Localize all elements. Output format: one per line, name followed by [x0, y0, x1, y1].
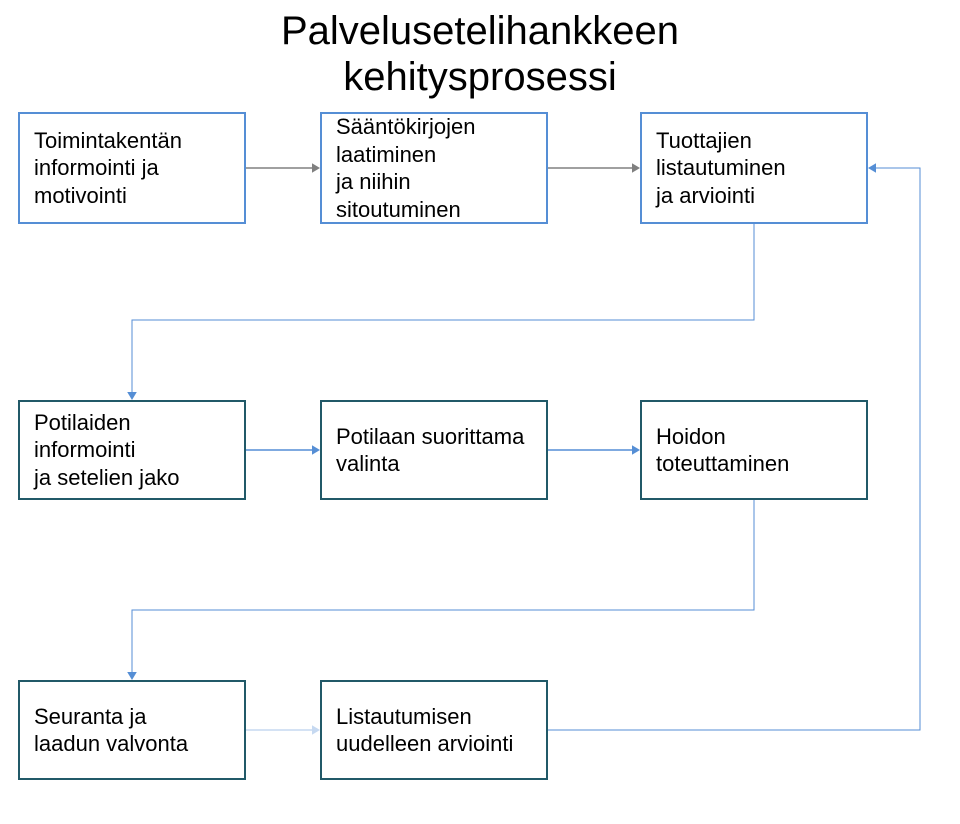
diagram-title: Palvelusetelihankkeen kehitysprosessi — [0, 8, 960, 100]
title-line-1: Palvelusetelihankkeen — [281, 9, 679, 53]
flowchart-node: Tuottajien listautuminen ja arviointi — [640, 112, 868, 224]
flowchart-node: Seuranta ja laadun valvonta — [18, 680, 246, 780]
flowchart-node: Hoidon toteuttaminen — [640, 400, 868, 500]
flowchart-node: Toimintakentän informointi ja motivointi — [18, 112, 246, 224]
title-line-2: kehitysprosessi — [343, 55, 616, 99]
flowchart-node: Sääntökirjojen laatiminen ja niihin sito… — [320, 112, 548, 224]
flowchart-node: Potilaan suorittama valinta — [320, 400, 548, 500]
flowchart-node: Potilaiden informointi ja setelien jako — [18, 400, 246, 500]
flowchart-node: Listautumisen uudelleen arviointi — [320, 680, 548, 780]
